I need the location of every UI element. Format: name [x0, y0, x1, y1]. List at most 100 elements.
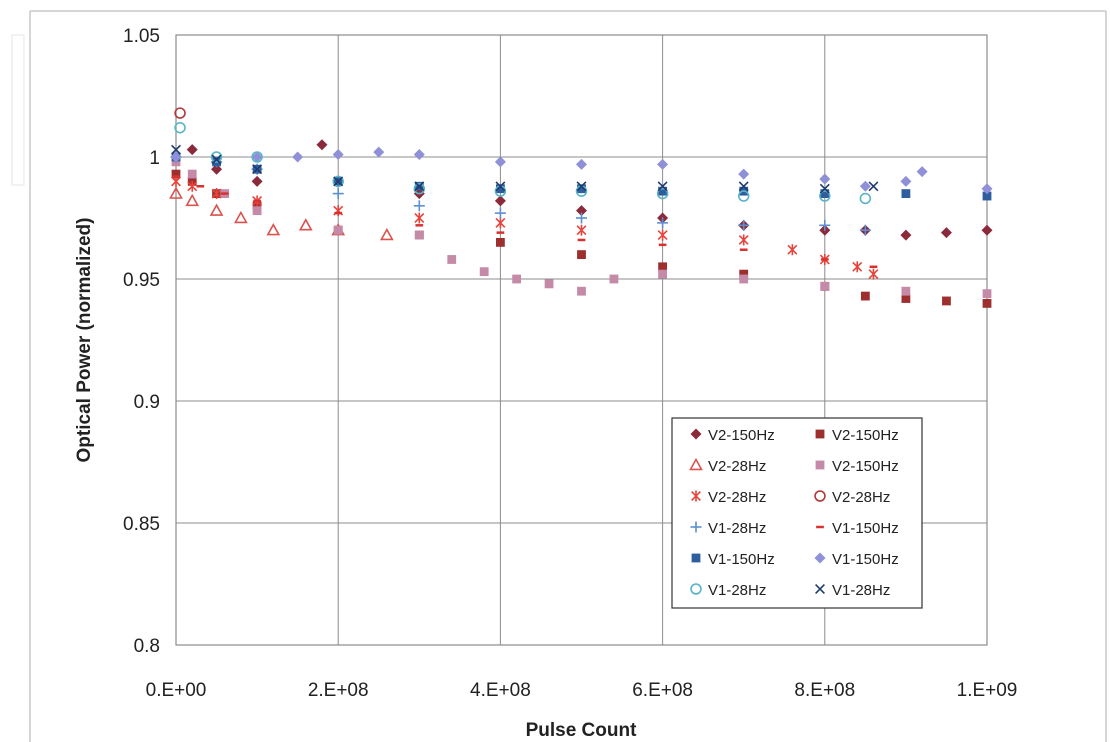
data-point-s3 — [982, 289, 992, 299]
y-tick-label: 1.05 — [123, 26, 160, 47]
data-point-s2 — [380, 227, 394, 241]
data-point-s0 — [316, 139, 328, 151]
legend-marker-2 — [689, 457, 703, 471]
data-point-s9 — [738, 168, 750, 180]
data-point-s8 — [820, 189, 830, 198]
data-point-s0 — [900, 229, 912, 241]
legend: V2-150Hz V2-150Hz V2-28Hz V2-150Hz V2-28Hz V2… — [671, 417, 923, 609]
data-point-s3 — [479, 267, 489, 277]
data-points — [169, 107, 993, 308]
tick-labels: 0.E+00 2.E+08 4.E+08 6.E+08 8.E+08 1.E+09 0.8 0… — [123, 26, 1017, 701]
data-point-s3 — [447, 255, 457, 264]
y-tick-label: 1 — [149, 148, 160, 169]
data-point-s0 — [211, 163, 223, 175]
data-point-s6 — [738, 219, 750, 231]
x-tick-label: 6.E+08 — [632, 680, 693, 701]
data-point-s6 — [657, 217, 669, 229]
y-tick-label: 0.9 — [134, 392, 160, 413]
data-point-s10 — [819, 190, 831, 202]
data-point-s4 — [576, 224, 587, 236]
data-point-s0 — [576, 205, 587, 217]
legend-label-1: V2-150Hz — [832, 427, 899, 444]
data-point-s10 — [251, 151, 263, 163]
data-point-s10 — [174, 121, 186, 134]
data-point-s1 — [982, 299, 992, 308]
data-point-s3 — [414, 230, 424, 240]
data-point-s6 — [413, 200, 425, 212]
x-tick-label: 4.E+08 — [470, 680, 531, 701]
legend-label-6: V1-28Hz — [708, 520, 766, 537]
legend-marker-4 — [691, 490, 701, 502]
legend-label-8: V1-150Hz — [708, 551, 775, 568]
legend-label-5: V2-28Hz — [832, 489, 890, 506]
legend-box — [671, 417, 923, 609]
x-tick-label: 0.E+00 — [146, 680, 207, 701]
data-point-s9 — [251, 151, 263, 163]
data-point-s2 — [209, 203, 224, 216]
data-point-s9 — [373, 146, 385, 158]
data-point-s1 — [942, 296, 951, 306]
data-point-s9 — [494, 156, 506, 168]
legend-marker-0 — [690, 428, 702, 440]
legend-marker-3 — [815, 460, 825, 470]
data-point-s9 — [292, 151, 304, 163]
data-point-s3 — [577, 286, 586, 296]
data-point-s3 — [512, 274, 522, 284]
data-point-s11 — [414, 181, 425, 192]
data-point-s9 — [657, 158, 669, 170]
data-point-s4 — [657, 229, 668, 241]
data-point-s6 — [494, 207, 506, 219]
data-point-s3 — [901, 286, 911, 296]
data-point-s11 — [868, 181, 879, 192]
data-point-s4 — [187, 180, 198, 192]
data-point-s3 — [739, 274, 749, 284]
data-point-s9 — [916, 166, 928, 178]
data-point-s0 — [186, 144, 198, 156]
data-point-s3 — [252, 206, 262, 216]
data-point-s6 — [859, 224, 871, 236]
data-point-s4 — [787, 244, 798, 256]
y-tick-label: 0.8 — [134, 636, 160, 657]
legend-label-0: V2-150Hz — [708, 427, 775, 444]
plot-area — [175, 34, 988, 646]
faint-panel — [11, 34, 25, 186]
data-point-s3 — [544, 279, 554, 289]
x-tick-label: 1.E+09 — [957, 680, 1018, 701]
data-point-s11 — [211, 154, 222, 165]
data-point-s0 — [251, 175, 263, 187]
data-point-s5 — [174, 107, 186, 119]
data-point-s6 — [819, 219, 831, 231]
data-point-s9 — [170, 151, 182, 163]
data-point-s1 — [860, 291, 870, 301]
legend-label-9: V1-150Hz — [832, 551, 899, 568]
data-point-s9 — [981, 183, 993, 195]
data-point-s3 — [187, 169, 197, 179]
data-point-s9 — [900, 175, 912, 187]
data-point-s9 — [819, 173, 831, 185]
data-point-s3 — [609, 274, 619, 284]
data-point-s2 — [234, 210, 248, 224]
data-point-s3 — [333, 225, 343, 235]
data-point-s8 — [496, 184, 505, 194]
legend-label-2: V2-28Hz — [708, 458, 766, 475]
legend-label-11: V1-28Hz — [832, 582, 890, 599]
data-point-s9 — [413, 149, 425, 161]
data-point-s10 — [656, 187, 669, 200]
data-point-s3 — [658, 269, 667, 279]
data-point-s11 — [738, 181, 749, 192]
x-tick-label: 8.E+08 — [794, 680, 855, 701]
data-point-s8 — [901, 189, 911, 198]
data-point-s11 — [576, 181, 587, 192]
data-point-s4 — [211, 188, 222, 200]
legend-marker-11 — [815, 584, 825, 594]
data-point-s8 — [577, 184, 586, 194]
data-point-s11 — [495, 181, 506, 192]
data-point-s3 — [820, 281, 830, 291]
data-point-s2 — [266, 223, 281, 236]
data-point-s10 — [737, 190, 750, 202]
x-axis-label: Pulse Count — [526, 720, 638, 741]
legend-marker-5 — [814, 490, 826, 502]
data-point-s10 — [413, 182, 426, 195]
